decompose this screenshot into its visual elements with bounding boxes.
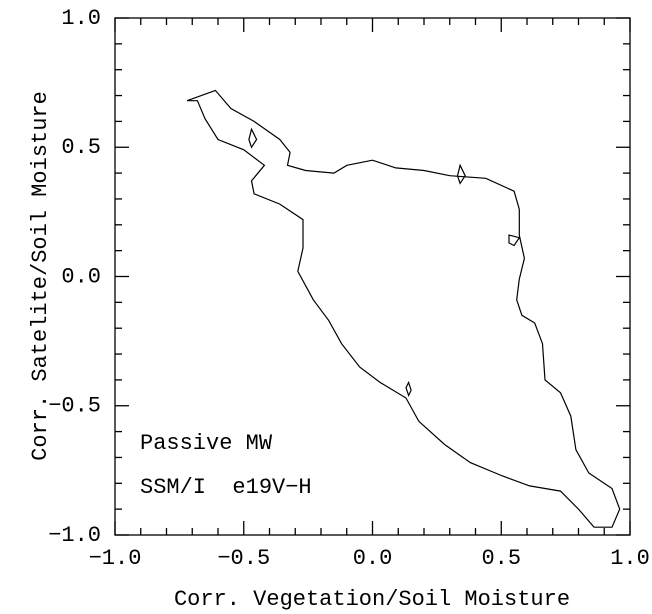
x-axis-label: Corr. Vegetation/Soil Moisture — [174, 587, 570, 612]
x-tick-label: 1.0 — [610, 546, 650, 571]
contour-line — [456, 163, 466, 185]
x-tick-label: 0.0 — [353, 546, 393, 571]
x-tick-label: −1.0 — [89, 546, 142, 571]
contour-line — [508, 234, 521, 247]
annotation: SSM/I e19V−H — [140, 475, 312, 500]
x-tick-label: −0.5 — [217, 546, 270, 571]
y-tick-label: −1.0 — [48, 523, 101, 548]
y-axis-label: Corr. Satelite/Soil Moisture — [28, 91, 53, 461]
contour-line — [186, 89, 621, 528]
contour-line — [248, 127, 258, 149]
contour-line — [405, 380, 412, 397]
y-tick-label: −0.5 — [48, 394, 101, 419]
x-tick-label: 0.5 — [481, 546, 521, 571]
annotation: Passive MW — [140, 431, 273, 456]
y-tick-label: 0.5 — [61, 135, 101, 160]
plot-frame — [114, 17, 631, 536]
y-tick-label: 1.0 — [61, 6, 101, 31]
y-tick-label: 0.0 — [61, 264, 101, 289]
